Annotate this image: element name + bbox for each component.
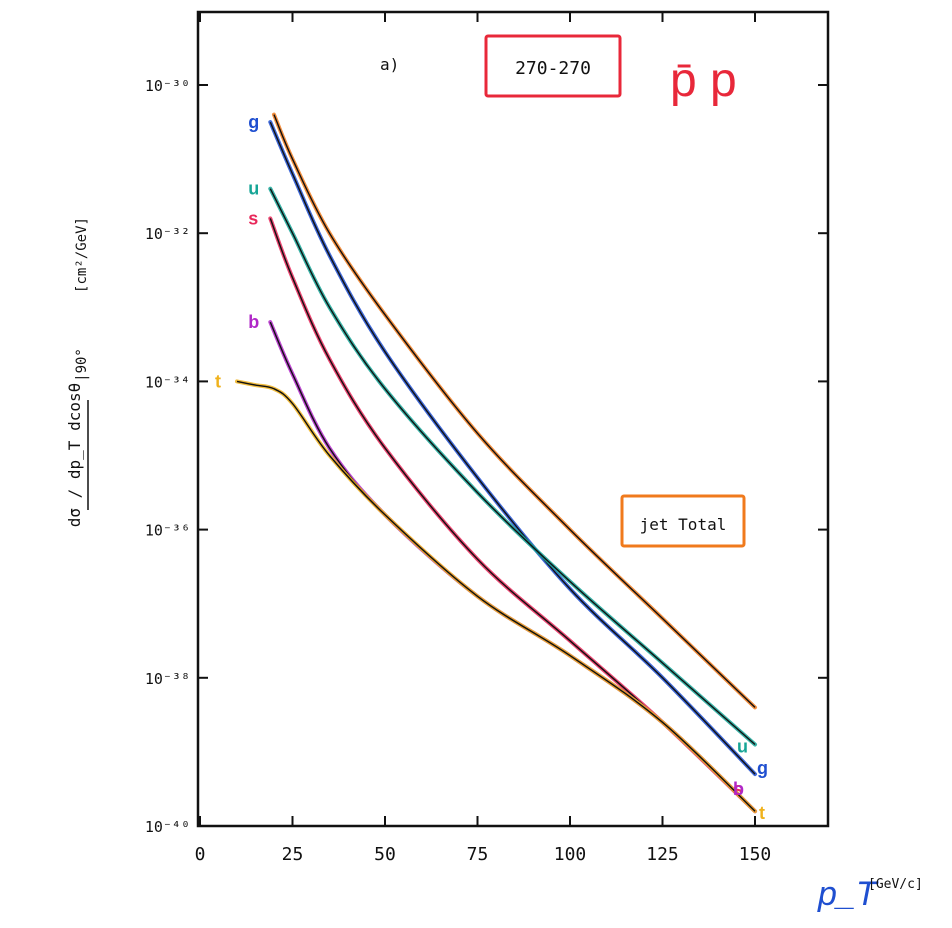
plot-frame xyxy=(196,10,830,828)
x-tick-label: 100 xyxy=(554,844,587,865)
series-line-t xyxy=(235,379,757,814)
y-axis-label: dσ / dp_T dcosθ xyxy=(65,383,84,528)
series-label-end: s xyxy=(733,779,743,799)
y-tick-label: 10⁻³⁰ xyxy=(145,77,190,95)
energy-box xyxy=(484,34,622,98)
y-tick-label: 10⁻³⁸ xyxy=(145,670,190,688)
series-label-end: g xyxy=(757,758,768,778)
series-line-ink xyxy=(273,114,756,708)
series-label-end: t xyxy=(759,803,765,823)
panel-label: a) xyxy=(380,55,399,74)
energy-label: 270-270 xyxy=(515,58,591,79)
x-tick-label: 150 xyxy=(739,844,772,865)
series-label-start: g xyxy=(248,112,259,132)
y-ticks: 10⁻³⁰ 10⁻³² 10⁻³⁴ 10⁻³⁶ 10⁻³⁸ 10⁻⁴⁰ xyxy=(145,77,828,836)
series-line-g xyxy=(268,120,757,777)
x-tick-label: 75 xyxy=(467,844,489,865)
total-box xyxy=(620,494,746,548)
series-line-jet-total xyxy=(272,112,757,710)
series-label-start: t xyxy=(215,371,221,391)
curves xyxy=(235,112,757,814)
x-ticks: 0 25 50 75 100 125 150 xyxy=(195,12,772,865)
y-tick-label: 10⁻³⁴ xyxy=(145,373,190,391)
x-axis-label: p_T xyxy=(817,875,879,913)
x-axis-unit: [GeV/c] xyxy=(868,877,923,892)
series-line-ink xyxy=(269,188,756,746)
y-axis-title: dσ / dp_T dcosθ |90° [cm²/GeV] xyxy=(65,217,90,527)
x-tick-label: 125 xyxy=(646,844,679,865)
y-axis-angle: |90° xyxy=(74,348,90,382)
y-tick-label: 10⁻³² xyxy=(145,225,190,243)
y-tick-label: 10⁻³⁶ xyxy=(145,522,190,540)
x-tick-label: 0 xyxy=(195,844,206,865)
series-label-start: s xyxy=(248,208,258,228)
y-tick-label: 10⁻⁴⁰ xyxy=(145,818,190,836)
collision-label: p̄ p xyxy=(670,54,737,107)
series-label-end: u xyxy=(737,736,748,756)
x-tick-label: 50 xyxy=(374,844,396,865)
series-line-ink xyxy=(236,380,756,812)
total-label: jet Total xyxy=(640,515,727,534)
series-line-ink xyxy=(269,121,756,775)
y-axis-unit: [cm²/GeV] xyxy=(74,217,90,293)
x-tick-label: 25 xyxy=(282,844,304,865)
series-label-start: u xyxy=(248,179,259,199)
series-label-end: b xyxy=(733,779,744,799)
series-label-start: b xyxy=(248,312,259,332)
